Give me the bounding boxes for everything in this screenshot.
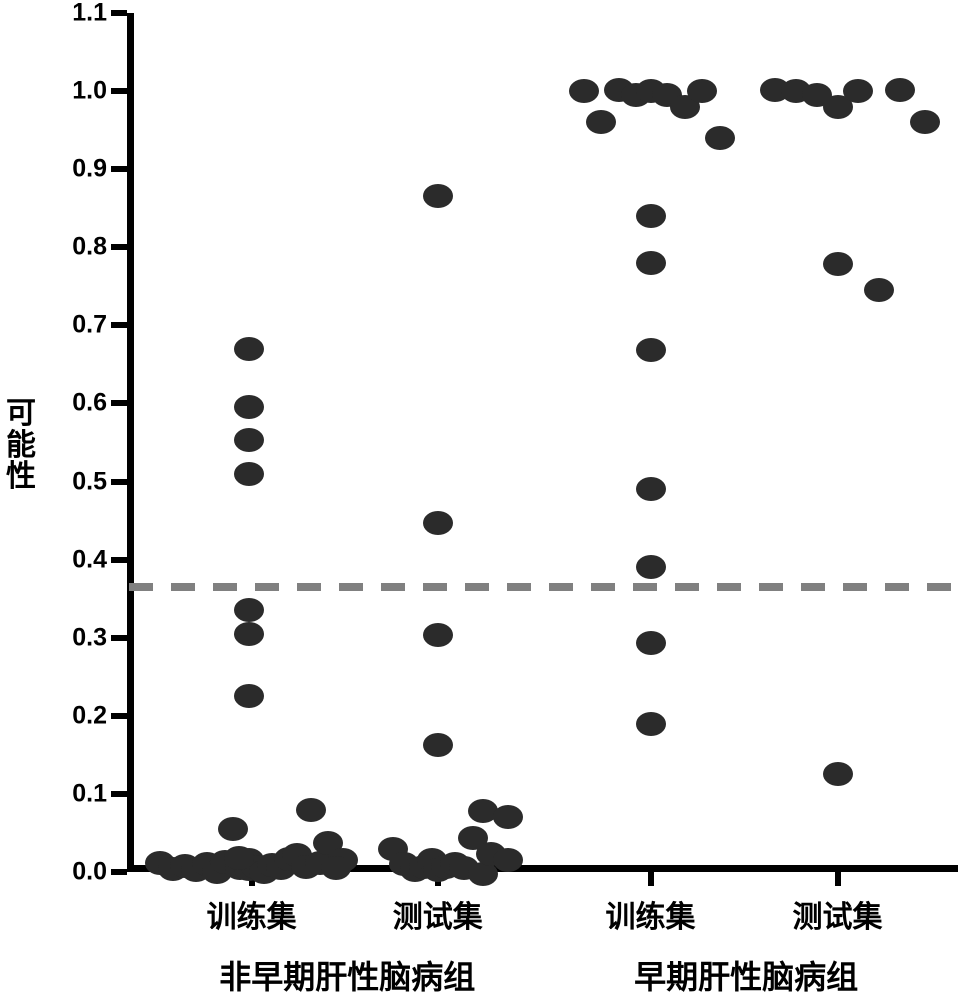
y-tick-label: 0.4 <box>61 545 107 574</box>
threshold-dash <box>213 583 237 591</box>
y-tick-mark <box>111 244 127 250</box>
data-point <box>843 79 873 103</box>
y-tick-mark <box>111 88 127 94</box>
x-tick-mark <box>648 872 654 886</box>
y-tick-label: 1.0 <box>61 77 107 106</box>
threshold-dash <box>423 583 447 591</box>
data-point <box>493 848 523 872</box>
y-tick-label: 0.5 <box>61 467 107 496</box>
y-axis-title-char: 可 <box>6 398 36 430</box>
scatter-chart: 可能性 0.0 0.1 0.2 0.3 0.4 0.5 0.6 0.7 0.8 0.9 1.0 1.1… <box>0 0 969 1000</box>
threshold-dash <box>549 583 573 591</box>
y-tick-mark <box>111 10 127 16</box>
y-axis-title-char: 性 <box>6 461 36 493</box>
data-point <box>687 79 717 103</box>
data-point <box>636 712 666 736</box>
data-point <box>234 598 264 622</box>
threshold-dash <box>255 583 279 591</box>
data-point <box>234 462 264 486</box>
threshold-dash <box>507 583 531 591</box>
threshold-dash <box>591 583 615 591</box>
x-tick-mark <box>835 872 841 886</box>
y-tick-label: 0.9 <box>61 155 107 184</box>
threshold-dash <box>885 583 909 591</box>
data-point <box>864 278 894 302</box>
x-group-label: 非早期肝性脑病组 <box>219 952 475 998</box>
data-point <box>493 805 523 829</box>
threshold-dash <box>381 583 405 591</box>
data-point <box>910 110 940 134</box>
data-point <box>569 79 599 103</box>
threshold-dash <box>297 583 321 591</box>
data-point <box>234 684 264 708</box>
data-point <box>885 78 915 102</box>
data-point <box>636 477 666 501</box>
y-tick-mark <box>111 322 127 328</box>
data-point <box>321 856 351 880</box>
y-tick-label: 1.1 <box>61 0 107 28</box>
data-point <box>224 846 254 870</box>
y-axis-title: 可能性 <box>6 398 36 493</box>
data-point <box>218 817 248 841</box>
y-tick-mark <box>111 400 127 406</box>
y-tick-label: 0.2 <box>61 701 107 730</box>
y-tick-mark <box>111 557 127 563</box>
data-point <box>423 511 453 535</box>
x-group-label: 早期肝性脑病组 <box>634 952 858 998</box>
data-point <box>423 623 453 647</box>
threshold-dash <box>339 583 363 591</box>
data-point <box>234 622 264 646</box>
data-point <box>636 338 666 362</box>
data-point <box>468 862 498 886</box>
data-point <box>234 337 264 361</box>
y-tick-label: 0.1 <box>61 779 107 808</box>
x-subgroup-label: 训练集 <box>207 892 297 936</box>
y-tick-mark <box>111 166 127 172</box>
x-subgroup-label: 测试集 <box>793 892 883 936</box>
data-point <box>234 395 264 419</box>
y-tick-label: 0.7 <box>61 311 107 340</box>
y-tick-label: 0.0 <box>61 858 107 887</box>
threshold-dash <box>171 583 195 591</box>
y-tick-mark <box>111 791 127 797</box>
y-tick-mark <box>111 869 127 875</box>
threshold-dash <box>801 583 825 591</box>
y-tick-label: 0.3 <box>61 623 107 652</box>
data-point <box>423 184 453 208</box>
y-tick-label: 0.8 <box>61 233 107 262</box>
y-tick-mark <box>111 635 127 641</box>
x-subgroup-label: 训练集 <box>606 892 696 936</box>
y-tick-mark <box>111 713 127 719</box>
data-point <box>823 762 853 786</box>
threshold-dash <box>465 583 489 591</box>
threshold-dash <box>675 583 699 591</box>
threshold-dash <box>633 583 657 591</box>
x-subgroup-label: 测试集 <box>393 892 483 936</box>
threshold-dash <box>927 583 951 591</box>
data-point <box>636 251 666 275</box>
data-point <box>636 555 666 579</box>
data-point <box>823 252 853 276</box>
data-point <box>636 204 666 228</box>
y-axis-title-char: 能 <box>6 430 36 462</box>
data-point <box>586 110 616 134</box>
data-point <box>234 428 264 452</box>
y-tick-label: 0.6 <box>61 389 107 418</box>
data-point <box>423 733 453 757</box>
threshold-dash <box>717 583 741 591</box>
data-point <box>296 798 326 822</box>
data-point <box>636 631 666 655</box>
threshold-dash <box>843 583 867 591</box>
y-tick-mark <box>111 479 127 485</box>
data-point <box>705 126 735 150</box>
threshold-dash <box>759 583 783 591</box>
threshold-dash <box>129 583 153 591</box>
